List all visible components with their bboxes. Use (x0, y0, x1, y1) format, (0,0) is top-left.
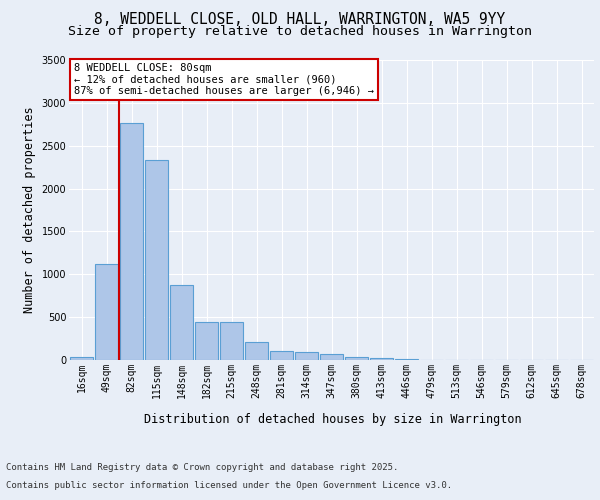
Bar (145, 160, 169, 360)
Bar (295, 352, 319, 360)
Text: Distribution of detached houses by size in Warrington: Distribution of detached houses by size … (144, 412, 522, 426)
Bar (70, 356, 94, 360)
Bar (269, 352, 293, 360)
Bar (170, 284, 193, 360)
Y-axis label: Number of detached properties: Number of detached properties (23, 106, 36, 314)
Bar (344, 356, 368, 360)
Text: Contains public sector information licensed under the Open Government Licence v3: Contains public sector information licen… (6, 481, 452, 490)
Text: 8, WEDDELL CLOSE, OLD HALL, WARRINGTON, WA5 9YY: 8, WEDDELL CLOSE, OLD HALL, WARRINGTON, … (94, 12, 506, 28)
Bar (194, 322, 218, 360)
Text: Size of property relative to detached houses in Warrington: Size of property relative to detached ho… (68, 25, 532, 38)
Bar (395, 358, 418, 360)
Text: 8 WEDDELL CLOSE: 80sqm
← 12% of detached houses are smaller (960)
87% of semi-de: 8 WEDDELL CLOSE: 80sqm ← 12% of detached… (74, 63, 374, 96)
Bar (370, 358, 394, 360)
Bar (320, 354, 343, 360)
Bar (119, 122, 143, 360)
Bar (245, 342, 268, 360)
Text: Contains HM Land Registry data © Crown copyright and database right 2025.: Contains HM Land Registry data © Crown c… (6, 464, 398, 472)
Bar (95, 264, 118, 360)
Bar (220, 322, 244, 360)
